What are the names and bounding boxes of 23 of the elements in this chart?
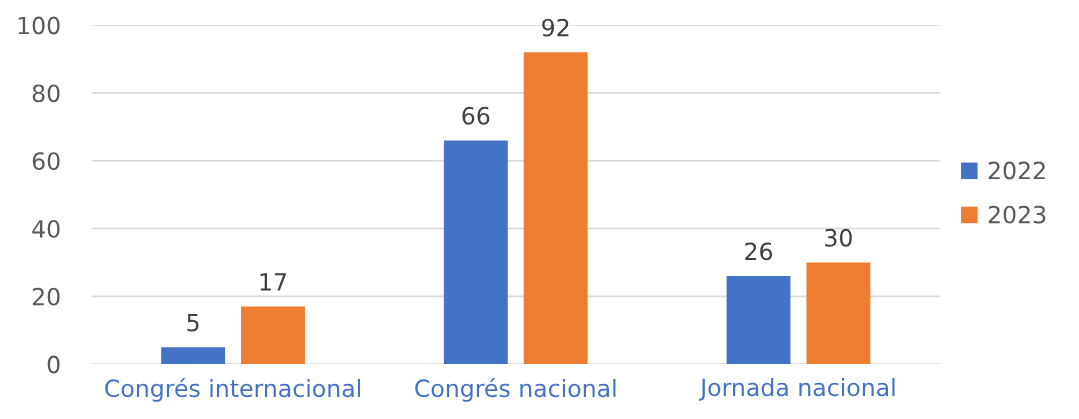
legend-label: 2023 [988,205,1046,224]
bar [241,306,305,365]
y-tick-label: 80 [32,84,60,103]
y-tick-label: 0 [47,355,60,374]
x-tick-label: Congrés nacional [415,378,616,402]
bar [726,275,791,365]
data-label: 92 [542,18,569,37]
y-tick-label: 20 [32,287,60,306]
bar [806,262,871,365]
legend-label: 2022 [988,161,1045,180]
bar [523,52,588,365]
data-label: 17 [260,273,286,291]
data-label: 5 [187,313,199,332]
data-label: 30 [825,228,852,247]
x-tick-label: Jornada nacional [698,378,895,401]
data-label: 26 [745,242,773,261]
data-label: 66 [462,106,490,125]
y-tick-label: 60 [32,152,60,171]
x-tick-label: Congrés internacional [105,378,361,402]
y-tick-label: 40 [32,219,60,238]
bar [161,347,226,365]
y-tick-label: 100 [18,16,60,35]
bar [443,140,508,365]
